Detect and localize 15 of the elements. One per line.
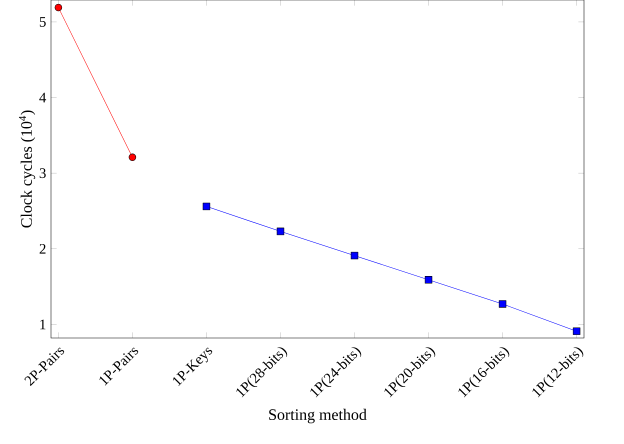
- point: [498, 300, 506, 308]
- point: [424, 276, 432, 284]
- y-tick-label: 3: [40, 168, 46, 178]
- y-tick-label: 4: [39, 92, 46, 102]
- point: [54, 4, 62, 12]
- point: [572, 327, 580, 335]
- point: [128, 154, 136, 161]
- y-tick-label: 2: [40, 244, 46, 254]
- point: [350, 252, 358, 260]
- y-tick-label: 1: [40, 320, 46, 330]
- y-tick-label: 5: [40, 17, 46, 27]
- x-axis-title: Sorting method: [269, 408, 367, 424]
- point: [202, 202, 210, 210]
- y-axis-title: Clock cycles (10$^{4}$): [18, 110, 36, 228]
- point: [276, 228, 284, 236]
